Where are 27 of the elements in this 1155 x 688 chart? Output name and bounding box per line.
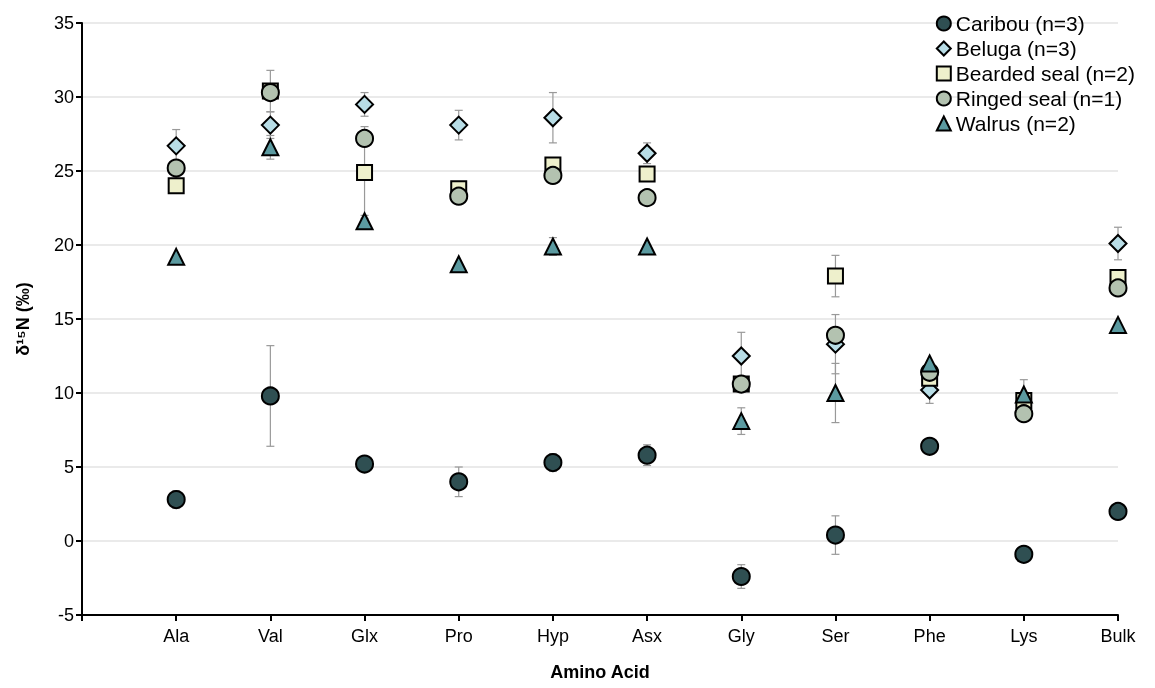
x-tick-label: Ser xyxy=(821,626,850,646)
x-axis-title: Amino Acid xyxy=(550,662,650,682)
y-tick-label: 5 xyxy=(63,457,74,477)
legend-label: Ringed seal (n=1) xyxy=(955,87,1123,110)
x-tick-label: Bulk xyxy=(1100,626,1137,646)
y-tick-label: 25 xyxy=(53,161,74,181)
legend-label: Walrus (n=2) xyxy=(955,112,1076,135)
x-tick-label: Ala xyxy=(163,626,191,646)
legend-label: Bearded seal (n=2) xyxy=(955,62,1136,85)
y-tick-label: -5 xyxy=(57,605,74,625)
x-tick-label: Phe xyxy=(913,626,946,646)
x-tick-label: Hyp xyxy=(536,626,569,646)
y-tick-label: 20 xyxy=(53,235,74,255)
x-tick-label: Val xyxy=(258,626,283,646)
x-tick-label: Glx xyxy=(351,626,379,646)
y-tick-label: 10 xyxy=(53,383,74,403)
legend-label: Caribou (n=3) xyxy=(955,12,1085,35)
y-tick-label: 30 xyxy=(53,87,74,107)
x-tick-label: Pro xyxy=(444,626,473,646)
x-tick-label: Gly xyxy=(727,626,755,646)
legend-label: Beluga (n=3) xyxy=(955,37,1077,60)
y-tick-label: 35 xyxy=(53,13,74,33)
y-tick-label: 0 xyxy=(63,531,74,551)
y-axis-title: δ¹⁵N (‰) xyxy=(13,282,33,356)
y-tick-label: 15 xyxy=(53,309,74,329)
x-tick-label: Lys xyxy=(1010,626,1038,646)
x-tick-label: Asx xyxy=(632,626,663,646)
